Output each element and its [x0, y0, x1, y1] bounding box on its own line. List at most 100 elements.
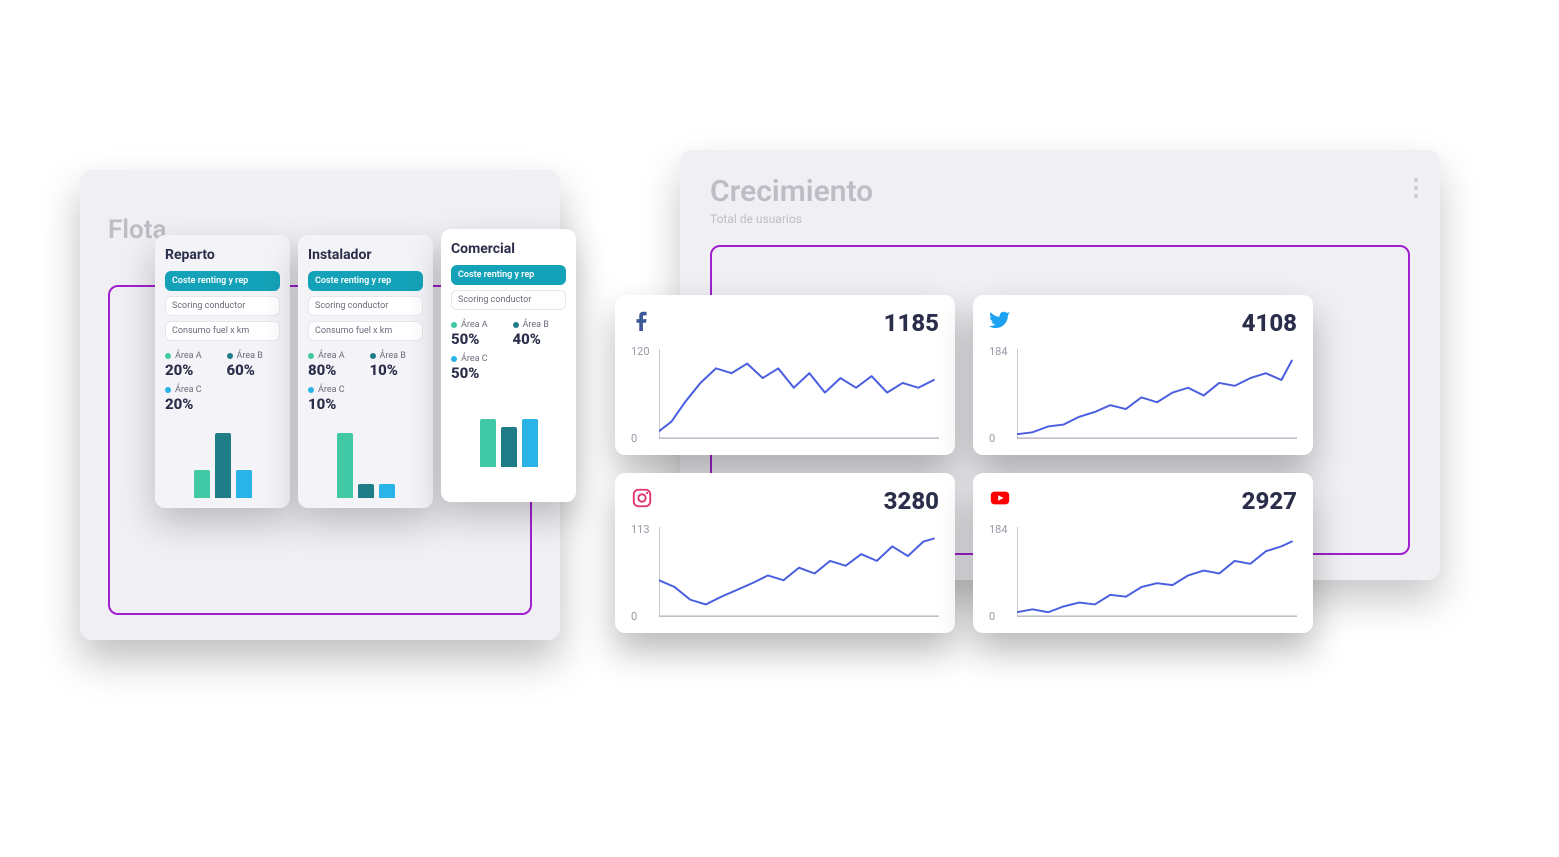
fleet-card-reparto[interactable]: Reparto Coste renting y rep Scoring conduc… [155, 235, 290, 508]
bar [379, 484, 395, 498]
bar [194, 470, 210, 498]
fleet-card-instalador[interactable]: Instalador Coste renting y rep Scoring con… [298, 235, 433, 508]
area-item: Área B40% [513, 320, 567, 348]
social-card-header: 2927 [989, 487, 1297, 515]
area-grid: Área A80% Área B10% Área C10% [308, 351, 423, 413]
area-value: 10% [370, 361, 424, 379]
bar [236, 470, 252, 498]
y-axis-min: 0 [631, 610, 637, 623]
area-label: Área C [308, 385, 362, 395]
y-axis-max: 113 [631, 523, 650, 536]
bar [337, 433, 353, 498]
bar [358, 484, 374, 498]
area-item: Área C20% [165, 385, 219, 413]
y-axis-max: 184 [989, 345, 1008, 358]
youtube-icon [989, 487, 1011, 509]
sparkline-chart [659, 527, 939, 619]
fleet-card-comercial[interactable]: Comercial Coste renting y rep Scoring cond… [441, 229, 576, 502]
area-label: Área A [165, 351, 219, 361]
twitter-icon [989, 309, 1011, 331]
bar [501, 427, 517, 467]
kebab-menu-icon[interactable] [1414, 178, 1418, 198]
area-grid: Área A20%Área B60%Área C20% [165, 351, 280, 413]
area-grid: Área A50%Área B40%Área C50% [451, 320, 566, 382]
area-item: Área C50% [451, 354, 505, 382]
social-card-facebook[interactable]: 1185 120 0 [615, 295, 955, 455]
area-label: Área C [451, 354, 505, 364]
area-item: Área B60% [227, 351, 281, 379]
legend-dot [165, 353, 171, 359]
pill-group: Coste renting y rep Scoring conductor Cons… [308, 271, 423, 341]
y-axis-min: 0 [631, 432, 637, 445]
filter-pill[interactable]: Consumo fuel x km [308, 321, 423, 341]
sparkline-wrap: 1840 [989, 523, 1297, 623]
area-label: Área B [370, 351, 424, 361]
filter-pill[interactable]: Scoring conductor [308, 296, 423, 316]
pill-group: Coste renting y rep Scoring conductor [451, 265, 566, 310]
social-card-instagram[interactable]: 3280 113 0 [615, 473, 955, 633]
social-value: 3280 [884, 487, 939, 515]
filter-pill[interactable]: Consumo fuel x km [165, 321, 280, 341]
fleet-card-title: Comercial [451, 241, 566, 257]
social-card-youtube[interactable]: 29271840 [973, 473, 1313, 633]
filter-pill[interactable]: Scoring conductor [165, 296, 280, 316]
area-label: Área C [165, 385, 219, 395]
filter-pill[interactable]: Coste renting y rep [308, 271, 423, 291]
crecimiento-subtitle: Total de usuarios [710, 212, 802, 226]
sparkline-wrap: 120 0 [631, 345, 939, 445]
instagram-icon [631, 487, 653, 509]
pill-group: Coste renting y rep Scoring conductor Cons… [165, 271, 280, 341]
y-axis-max: 184 [989, 523, 1008, 536]
bar-chart [451, 392, 566, 467]
legend-dot [308, 353, 314, 359]
legend-dot [165, 387, 171, 393]
area-item: Área C10% [308, 385, 362, 413]
area-value: 60% [227, 361, 281, 379]
filter-pill[interactable]: Coste renting y rep [165, 271, 280, 291]
area-value: 20% [165, 361, 219, 379]
area-label: Área B [513, 320, 567, 330]
social-card-header: 3280 [631, 487, 939, 515]
social-value: 1185 [884, 309, 939, 337]
social-value: 4108 [1242, 309, 1297, 337]
area-label: Área A [308, 351, 362, 361]
sparkline-chart [659, 349, 939, 441]
social-value: 2927 [1242, 487, 1297, 515]
y-axis-max: 120 [631, 345, 650, 358]
bar [522, 419, 538, 467]
filter-pill[interactable]: Coste renting y rep [451, 265, 566, 285]
bar [480, 419, 496, 467]
social-card-twitter[interactable]: 41081840 [973, 295, 1313, 455]
filter-pill[interactable]: Scoring conductor [451, 290, 566, 310]
area-value: 50% [451, 330, 505, 348]
sparkline-wrap: 1840 [989, 345, 1297, 445]
area-label: Área B [227, 351, 281, 361]
legend-dot [308, 387, 314, 393]
area-value: 80% [308, 361, 362, 379]
crecimiento-title: Crecimiento [710, 174, 873, 209]
fleet-card-title: Reparto [165, 247, 280, 263]
y-axis-min: 0 [989, 432, 995, 445]
sparkline-wrap: 113 0 [631, 523, 939, 623]
legend-dot [370, 353, 376, 359]
legend-dot [451, 356, 457, 362]
area-value: 50% [451, 364, 505, 382]
area-item: Área A20% [165, 351, 219, 379]
fleet-cards-row: Reparto Coste renting y rep Scoring conduc… [155, 235, 576, 508]
area-item: Área A80% [308, 351, 362, 379]
area-label: Área A [451, 320, 505, 330]
social-cards-grid: 11851200410818403280113029271840 [615, 295, 1313, 633]
legend-dot [451, 322, 457, 328]
sparkline-chart [1017, 349, 1297, 441]
social-card-header: 1185 [631, 309, 939, 337]
fleet-card-title: Instalador [308, 247, 423, 263]
bar-chart [308, 423, 423, 498]
y-axis-min: 0 [989, 610, 995, 623]
area-item: Área A50% [451, 320, 505, 348]
social-card-header: 4108 [989, 309, 1297, 337]
legend-dot [227, 353, 233, 359]
legend-dot [513, 322, 519, 328]
area-value: 20% [165, 395, 219, 413]
bar-chart [165, 423, 280, 498]
sparkline-chart [1017, 527, 1297, 619]
